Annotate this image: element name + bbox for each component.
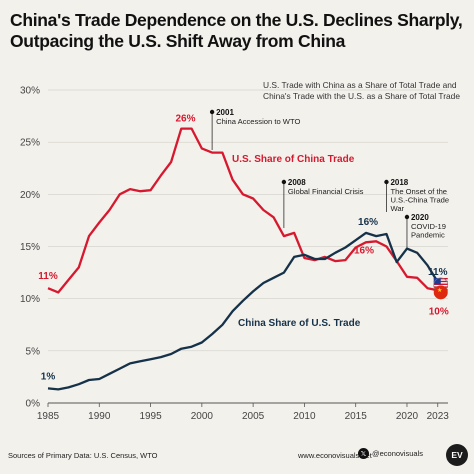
event-year: 2001 [216, 108, 234, 117]
data-label: 26% [175, 114, 195, 125]
event-year: 2008 [288, 178, 306, 187]
x-tick-label: 2010 [293, 411, 316, 422]
x-axis-ticks: 1985 1990 1995 2000 2005 2010 2015 2020 2023 [37, 403, 449, 422]
series-line [47, 127, 438, 294]
y-tick-label: 25% [20, 138, 40, 149]
y-tick-label: 20% [20, 190, 40, 201]
series-label: China Share of U.S. Trade [238, 318, 361, 329]
grid-lines [48, 89, 448, 404]
y-tick-label: 0% [26, 399, 41, 410]
description-line-1: U.S. Trade with China as a Share of Tota… [263, 80, 457, 90]
data-label: 11% [38, 271, 58, 282]
y-tick-label: 10% [20, 294, 40, 305]
x-tick-label: 2000 [191, 411, 214, 422]
event-description: Pandemic [411, 231, 445, 240]
x-tick-label: 2023 [427, 411, 450, 422]
data-label: 1% [41, 371, 56, 382]
x-tick-label: 2015 [345, 411, 368, 422]
event-description: China Accession to WTO [216, 117, 300, 126]
data-label: 11% [428, 267, 448, 278]
y-tick-label: 5% [26, 346, 41, 357]
page-title: China's Trade Dependence on the U.S. Dec… [10, 10, 470, 52]
event-description: War [390, 204, 404, 213]
social-handle-text: @econovisuals [372, 449, 423, 458]
y-axis-ticks: 0% 5% 10% 15% 20% 25% 30% [20, 86, 40, 410]
website-link[interactable]: www.econovisuals.net [298, 451, 372, 460]
event-description: The Onset of the [390, 187, 447, 196]
event-year: 2018 [390, 178, 408, 187]
social-handle[interactable]: 𝕏 @econovisuals [358, 448, 423, 459]
series-lines [47, 127, 439, 391]
title-line-2: Outpacing the U.S. Shift Away from China [10, 31, 346, 51]
y-tick-label: 30% [20, 86, 40, 97]
chart-description: U.S. Trade with China as a Share of Tota… [263, 80, 460, 101]
svg-text:★: ★ [437, 287, 442, 294]
x-icon: 𝕏 [358, 448, 369, 459]
data-label: 10% [429, 306, 449, 317]
source-note: Sources of Primary Data: U.S. Census, WT… [8, 451, 158, 460]
event-description: Global Financial Crisis [288, 187, 364, 196]
china-flag-icon: ★ [433, 285, 448, 300]
data-labels: 11% 26% 16% 10% 1% 16% 11% U.S. Share of China … [38, 114, 449, 383]
series-end-markers: ★ [433, 277, 449, 300]
x-tick-label: 1990 [88, 411, 111, 422]
y-tick-label: 15% [20, 242, 40, 253]
series-label: U.S. Share of China Trade [232, 154, 355, 165]
econovisuals-logo: EV [446, 444, 468, 466]
x-tick-label: 2020 [396, 411, 419, 422]
event-description: COVID-19 [411, 222, 446, 231]
x-tick-label: 1995 [139, 411, 162, 422]
event-description: U.S.-China Trade [390, 196, 449, 205]
x-tick-label: 2005 [242, 411, 265, 422]
event-year: 2020 [411, 213, 429, 222]
data-label: 16% [354, 245, 374, 256]
title-line-1: China's Trade Dependence on the U.S. Dec… [10, 10, 463, 30]
description-line-2: China's Trade with the U.S. as a Share o… [263, 90, 460, 101]
series-line [47, 231, 439, 391]
data-label: 16% [358, 217, 378, 228]
x-tick-label: 1985 [37, 411, 60, 422]
